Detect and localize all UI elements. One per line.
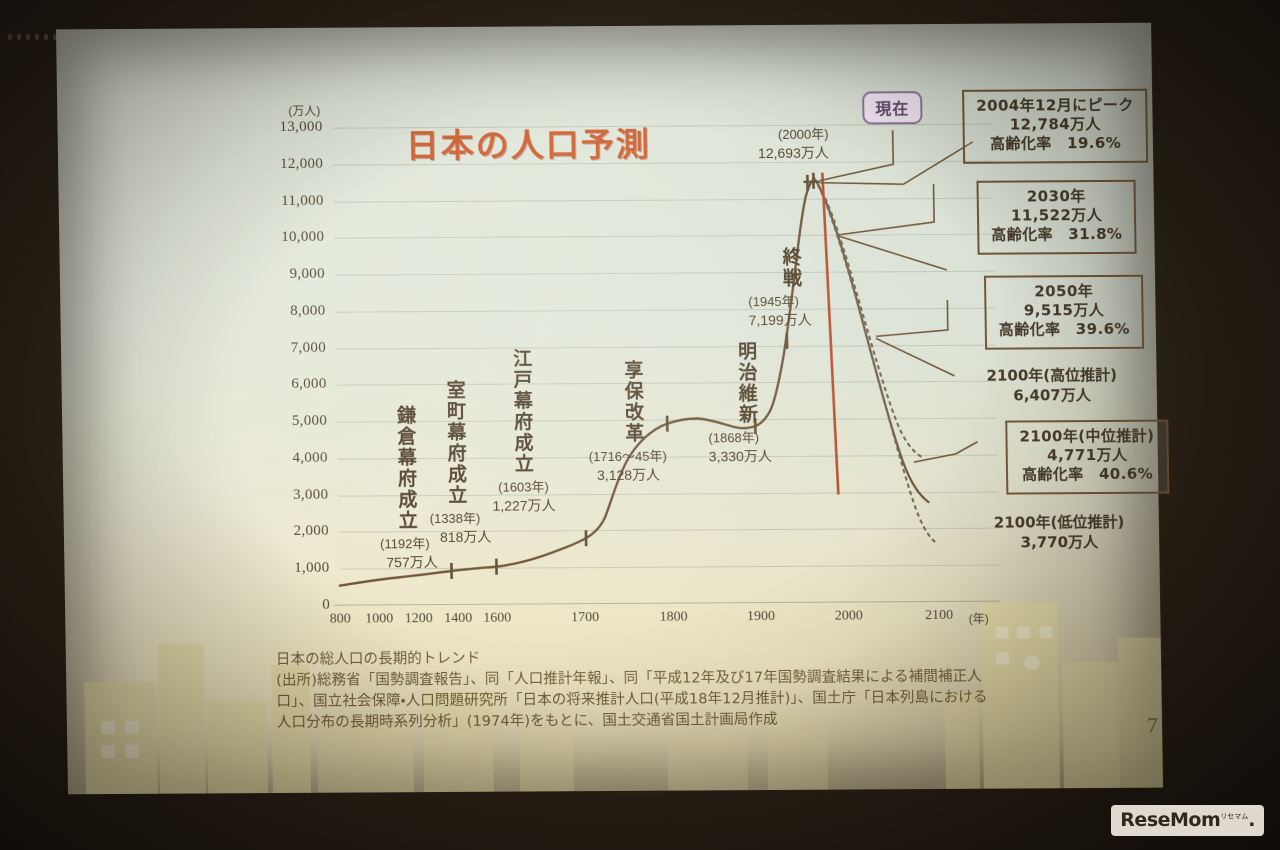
- y-tick-7000: 7,000: [290, 339, 327, 356]
- annotation-kyoho-population: 3,128万人: [596, 466, 661, 484]
- callout-2030-line3: 高齢化率 31.8%: [991, 225, 1123, 245]
- y-axis-unit-label: (万人): [288, 103, 321, 118]
- callout-2050-line2: 9,515万人: [1023, 301, 1105, 320]
- annotation-year2000: (2000年) 12,693万人: [758, 122, 829, 163]
- annotation-edo-year: (1603年): [498, 479, 549, 495]
- x-tick-800: 800: [329, 611, 351, 627]
- y-tick-12000: 12,000: [279, 155, 324, 172]
- annotation-meiji: 明治維新 (1868年) 3,330万人: [708, 341, 772, 466]
- projected-slide: 日本の人口予測 (万人) 13,000 12,0: [55, 22, 1170, 795]
- annotation-kamakura-year: (1192年): [379, 536, 430, 552]
- y-tick-9000: 9,000: [289, 265, 325, 283]
- projection-low-curve: [813, 177, 937, 544]
- source-footnote: 日本の総人口の長期的トレンド (出所)総務省「国勢調査報告」、同「人口推計年報」…: [276, 646, 988, 734]
- leader-line-2100-mid: [913, 441, 978, 463]
- y-tick-2000: 2,000: [293, 523, 330, 540]
- leader-line-peak: [819, 130, 895, 182]
- callout-peak-line2: 12,784万人: [1009, 115, 1102, 134]
- callout-peak-line3: 高齢化率 19.6%: [989, 134, 1122, 154]
- annotation-muromachi: 室町幕府成立 (1338年) 818万人: [430, 379, 492, 547]
- annotation-edo-label: 江戸幕府成立: [510, 348, 535, 475]
- x-tick-2000: 2000: [834, 608, 863, 624]
- watermark-sup: リセマム: [1220, 812, 1249, 821]
- note-2100-high: 2100年(高位推計) 6,407万人: [986, 366, 1117, 406]
- callout-2050-line1: 2050年: [1034, 282, 1094, 301]
- historic-population-curve: [338, 177, 816, 587]
- annotation-muromachi-year: (1338年): [429, 510, 481, 527]
- leader-line-2050-2: [875, 337, 955, 377]
- x-tick-1800: 1800: [659, 609, 688, 625]
- callout-2030-line2: 11,522万人: [1010, 206, 1103, 225]
- y-tick-4000: 4,000: [292, 449, 328, 467]
- annotation-edo: 江戸幕府成立 (1603年) 1,227万人: [492, 348, 556, 515]
- annotation-kamakura: 鎌倉幕府成立 (1192年) 757万人: [380, 405, 438, 572]
- x-tick-1600: 1600: [483, 610, 512, 626]
- resemom-watermark: ReseMomリセマム.: [1111, 805, 1264, 836]
- annotation-muromachi-label: 室町幕府成立: [443, 379, 468, 506]
- callout-2100-mid: 2100年(中位推計) 4,771万人 高齢化率 40.6%: [1005, 419, 1170, 495]
- y-tick-5000: 5,000: [291, 413, 328, 430]
- page-number: 7: [1146, 712, 1159, 738]
- x-tick-1400: 1400: [444, 610, 473, 627]
- y-tick-1000: 1,000: [294, 560, 330, 577]
- y-tick-11000: 11,000: [281, 192, 324, 209]
- note-2100-high-line2: 6,407万人: [1013, 385, 1091, 405]
- annotation-kamakura-population: 757万人: [386, 554, 438, 571]
- annotation-muromachi-population: 818万人: [439, 528, 492, 546]
- leader-line-2030-2: [840, 235, 948, 271]
- callout-2100-mid-line2: 4,771万人: [1046, 446, 1128, 465]
- x-tick-1900: 1900: [746, 608, 776, 625]
- now-badge: 現在: [862, 91, 923, 125]
- y-tick-13000: 13,000: [279, 118, 323, 136]
- annotation-shusen-label: 終戦: [779, 246, 803, 289]
- leader-line-2030: [840, 184, 935, 236]
- note-2100-low-line2: 3,770万人: [1020, 532, 1099, 551]
- leader-line-2050: [875, 299, 949, 338]
- callout-2100-mid-line3: 高齢化率 40.6%: [1021, 465, 1154, 484]
- annotation-edo-population: 1,227万人: [492, 497, 556, 514]
- watermark-text: ReseMom: [1120, 809, 1221, 831]
- annotation-shusen-year: (1945年): [748, 293, 800, 310]
- annotation-year2000-year: (2000年): [777, 126, 829, 142]
- note-2100-high-line1: 2100年(高位推計): [986, 365, 1118, 385]
- annotation-shusen-population: 7,199万人: [748, 311, 812, 329]
- callout-2050-line3: 高齢化率 39.6%: [998, 320, 1131, 339]
- callout-2050: 2050年 9,515万人 高齢化率 39.6%: [983, 274, 1145, 350]
- x-tick-1000: 1000: [365, 611, 394, 627]
- x-axis-unit-label: (年): [968, 611, 989, 626]
- x-tick-2100: 2100: [925, 607, 954, 624]
- annotation-kyoho-year: (1716～45年): [588, 448, 667, 465]
- footnote-line-3: 口」、国立社会保障・人口問題研究所「日本の将来推計人口(平成18年12月推計)」…: [276, 689, 988, 711]
- now-vertical-line: [821, 172, 840, 495]
- note-2100-low: 2100年(低位推計) 3,770万人: [994, 513, 1125, 553]
- y-tick-8000: 8,000: [290, 302, 326, 319]
- annotation-kyoho-label: 享保改革: [621, 359, 645, 444]
- callout-peak-line1: 2004年12月にピーク: [976, 95, 1134, 115]
- callout-2100-mid-line1: 2100年(中位推計): [1019, 426, 1155, 446]
- footnote-line-4: 人口分布の長期時系列分析」(1974年)をもとに、国土交通省国土計画局作成: [276, 712, 778, 732]
- y-tick-6000: 6,000: [291, 376, 327, 393]
- annotation-year2000-population: 12,693万人: [757, 144, 829, 162]
- annotation-kamakura-label: 鎌倉幕府成立: [393, 405, 418, 532]
- annotation-kyoho: 享保改革 (1716～45年) 3,128万人: [589, 359, 667, 485]
- annotation-meiji-year: (1868年): [708, 430, 760, 446]
- annotation-meiji-population: 3,330万人: [708, 448, 772, 465]
- x-tick-1200: 1200: [404, 611, 433, 627]
- note-2100-low-line1: 2100年(低位推計): [993, 512, 1125, 532]
- callout-peak-2004: 2004年12月にピーク 12,784万人 高齢化率 19.6%: [962, 88, 1149, 164]
- population-chart: (万人) 13,000 12,000 11,000 10,00: [279, 104, 1001, 627]
- x-tick-1700: 1700: [571, 610, 600, 626]
- projection-high-curve: [813, 177, 925, 460]
- annotation-meiji-label: 明治維新: [734, 341, 759, 426]
- annotation-shusen: 終戦 (1945年) 7,199万人: [748, 246, 812, 330]
- population-curves: [338, 130, 978, 587]
- callout-2030-line1: 2030年: [1026, 187, 1086, 206]
- y-tick-3000: 3,000: [292, 486, 329, 503]
- leader-line-peak-2: [819, 141, 974, 186]
- y-tick-10000: 10,000: [281, 229, 325, 246]
- callout-2030: 2030年 11,522万人 高齢化率 31.8%: [976, 179, 1137, 255]
